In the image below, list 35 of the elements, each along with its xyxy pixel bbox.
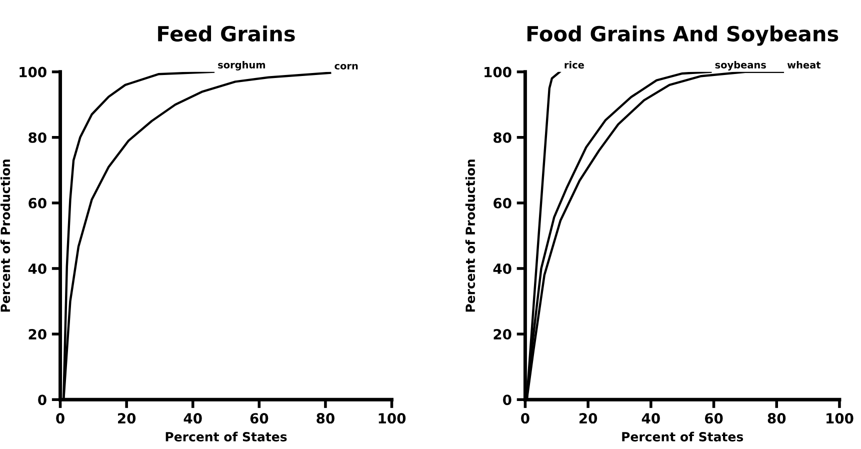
x-tick-label: 0 xyxy=(56,413,64,424)
y-tick-label: 80 xyxy=(28,132,46,143)
y-axis-title: Percent of Production xyxy=(0,160,10,312)
y-tick-label: 80 xyxy=(494,132,512,143)
y-tick-label: 40 xyxy=(493,263,512,274)
series-label: rice xyxy=(564,61,584,69)
series-label: wheat xyxy=(787,61,821,69)
x-tick-label: 40 xyxy=(184,413,202,424)
y-tick-label: 0 xyxy=(38,394,46,406)
series-label: corn xyxy=(334,64,358,70)
y-tick-label: 60 xyxy=(28,198,46,208)
x-tick-label: 80 xyxy=(316,413,334,424)
series-label: sorghum xyxy=(218,60,266,70)
y-tick-label: 0 xyxy=(503,394,512,406)
x-tick-label: 20 xyxy=(579,413,598,424)
y-tick-label: 100 xyxy=(20,66,46,78)
y-tick-label: 100 xyxy=(484,66,512,78)
x-tick-label: 100 xyxy=(378,413,406,424)
x-tick-label: 40 xyxy=(642,413,660,424)
x-tick-label: 60 xyxy=(250,413,268,424)
x-tick-label: 100 xyxy=(826,413,854,424)
x-axis-title: Percent of States xyxy=(622,432,744,442)
chart-title: Food Grains And Soybeans xyxy=(527,25,838,46)
chart-title: Feed Grains xyxy=(158,25,295,42)
series-label: soybeans xyxy=(715,60,766,70)
y-axis-title: Percent of Production xyxy=(465,160,476,312)
y-tick-label: 20 xyxy=(494,329,512,340)
x-axis-title: Percent of States xyxy=(166,432,287,442)
x-tick-label: 80 xyxy=(768,413,786,424)
y-tick-label: 60 xyxy=(494,198,512,208)
y-tick-label: 20 xyxy=(28,329,46,340)
x-tick-label: 20 xyxy=(118,413,136,424)
x-tick-label: 0 xyxy=(521,413,530,424)
y-tick-label: 40 xyxy=(28,263,46,274)
x-tick-label: 60 xyxy=(704,413,723,424)
